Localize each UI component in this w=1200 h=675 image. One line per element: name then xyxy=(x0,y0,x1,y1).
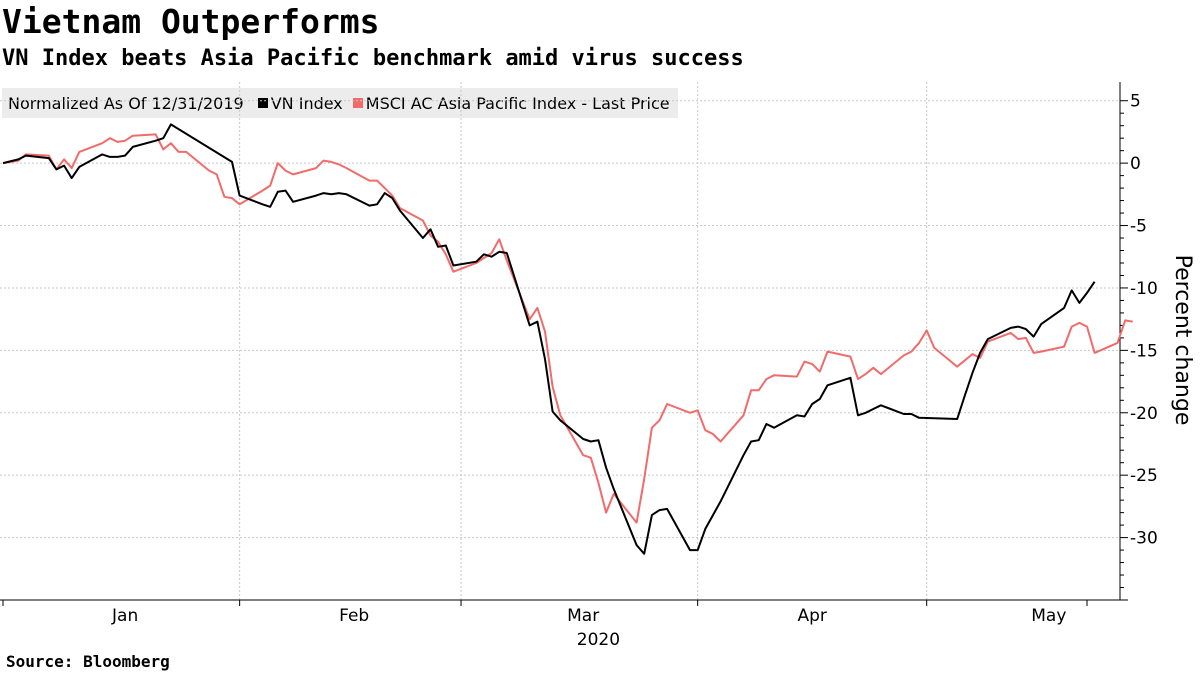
legend-note: Normalized As Of 12/31/2019 xyxy=(8,93,244,113)
series-line-msci xyxy=(2,133,1133,524)
tick-labels: 5 0 -5 -10 -15 -20 -25 -30 Jan Feb Mar Apr May 2020 Pe… xyxy=(111,92,1195,650)
y-tick-label: -5 xyxy=(1130,217,1147,237)
y-tick-label: -20 xyxy=(1130,404,1158,424)
y-tick-label: 5 xyxy=(1130,92,1141,112)
x-tick-label: May xyxy=(1031,606,1066,626)
y-tick-label: 0 xyxy=(1130,154,1141,174)
x-tick-label: Feb xyxy=(339,606,369,626)
legend-item-msci: MSCI AC Asia Pacific Index - Last Price xyxy=(352,93,670,113)
y-tick-label: -30 xyxy=(1130,529,1158,549)
legend-swatch-msci xyxy=(352,98,363,108)
legend-label-msci: MSCI AC Asia Pacific Index - Last Price xyxy=(365,93,670,113)
legend-label-vn-index: VN Index xyxy=(270,93,343,113)
x-tick-label: Apr xyxy=(797,606,826,626)
series-line-vn-index xyxy=(2,123,1096,555)
x-tick-label: Mar xyxy=(567,606,599,626)
y-tick-label: -15 xyxy=(1130,341,1158,361)
chart-subtitle: VN Index beats Asia Pacific benchmark am… xyxy=(2,46,744,71)
axes xyxy=(0,82,1128,606)
y-tick-label: -25 xyxy=(1130,466,1158,486)
series-lines xyxy=(2,123,1133,555)
chart-legend: Normalized As Of 12/31/2019 VN Index MSC… xyxy=(2,88,678,118)
source-note: Source: Bloomberg xyxy=(6,652,170,671)
grid-lines xyxy=(0,82,1120,600)
legend-swatch-vn-index xyxy=(257,98,268,108)
y-axis-title: Percent change xyxy=(1170,255,1195,426)
legend-item-vn-index: VN Index xyxy=(257,93,343,113)
x-year-label: 2020 xyxy=(577,630,620,650)
chart-title: Vietnam Outperforms xyxy=(2,2,380,41)
y-tick-label: -10 xyxy=(1130,279,1158,299)
x-tick-label: Jan xyxy=(111,606,138,626)
